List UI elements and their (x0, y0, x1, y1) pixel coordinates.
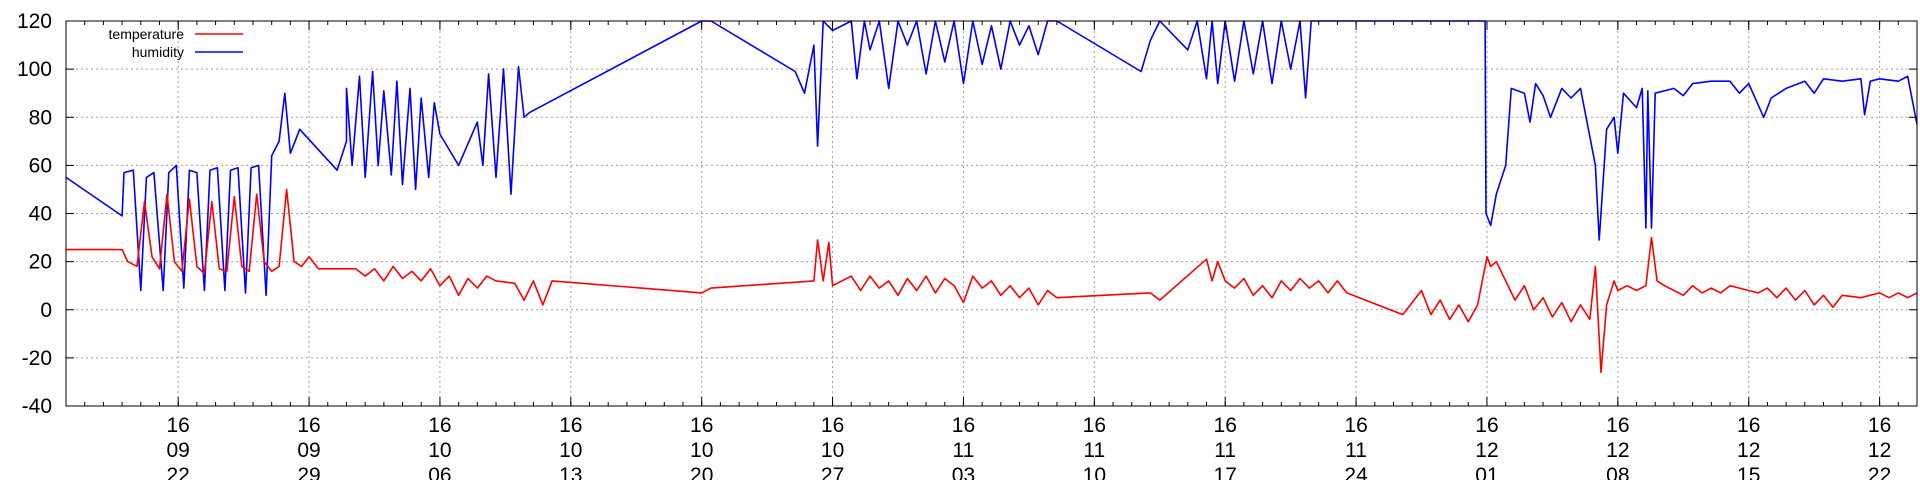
x-tick-label: 29 (297, 464, 320, 480)
x-tick-label: 08 (1606, 464, 1629, 480)
x-tick-label: 16 (428, 414, 451, 437)
series-lines (65, 20, 1918, 374)
x-tick-label: 16 (1475, 414, 1498, 437)
x-tick-label: 16 (1344, 414, 1367, 437)
x-tick-label: 16 (1214, 414, 1237, 437)
y-tick-label: 80 (29, 106, 52, 129)
x-tick-label: 06 (428, 464, 451, 480)
x-tick-label: 15 (1737, 464, 1760, 480)
x-tick-label: 10 (559, 439, 582, 462)
x-tick-label: 10 (1083, 464, 1106, 480)
x-tick-label: 16 (1083, 414, 1106, 437)
x-tick-label: 13 (559, 464, 582, 480)
x-tick-label: 11 (1083, 439, 1105, 462)
y-axis: -40 -20 0 20 40 60 80 100 120 (17, 10, 1917, 418)
x-tick-label: 16 (297, 414, 320, 437)
x-tick-label: 12 (1606, 439, 1629, 462)
y-tick-label: -40 (22, 395, 52, 418)
x-tick-label: 27 (821, 464, 844, 480)
y-tick-label: 0 (40, 299, 52, 322)
x-tick-label: 17 (1214, 464, 1237, 480)
x-tick-label: 16 (690, 414, 713, 437)
series-line-temperature (66, 188, 1918, 374)
x-tick-label: 01 (1475, 464, 1498, 480)
x-tick-label: 10 (821, 439, 844, 462)
y-tick-label: -20 (22, 347, 52, 370)
x-tick-label: 16 (559, 414, 582, 437)
y-tick-label: 60 (29, 154, 52, 177)
grid (66, 21, 1917, 406)
legend: temperature humidity (109, 26, 243, 60)
y-tick-label: 100 (17, 58, 52, 81)
x-tick-label: 12 (1475, 439, 1498, 462)
legend-label-humidity: humidity (132, 44, 184, 60)
x-tick-label: 09 (167, 439, 190, 462)
x-tick-label: 16 (1868, 414, 1891, 437)
x-tick-label: 16 (167, 414, 190, 437)
x-tick-label: 16 (952, 414, 975, 437)
x-tick-label: 11 (1345, 439, 1367, 462)
y-tick-label: 120 (17, 10, 52, 33)
x-tick-label: 03 (952, 464, 975, 480)
x-tick-label: 22 (1868, 464, 1891, 480)
x-tick-label: 20 (690, 464, 713, 480)
x-tick-label: 11 (953, 439, 975, 462)
y-tick-label: 20 (29, 251, 52, 274)
x-tick-label: 12 (1868, 439, 1891, 462)
x-tick-label: 22 (167, 464, 190, 480)
x-tick-label: 11 (1214, 439, 1236, 462)
x-tick-label: 16 (1737, 414, 1760, 437)
x-tick-label: 09 (297, 439, 320, 462)
y-tick-label: 40 (29, 203, 52, 226)
x-tick-label: 10 (428, 439, 451, 462)
x-tick-label: 16 (821, 414, 844, 437)
x-tick-label: 24 (1344, 464, 1368, 480)
x-tick-label: 10 (690, 439, 713, 462)
x-tick-label: 16 (1606, 414, 1629, 437)
x-tick-label: 12 (1737, 439, 1760, 462)
x-axis: 1609221609291610061610131610201610271611… (65, 21, 1918, 485)
legend-label-temperature: temperature (109, 26, 185, 42)
series-line-humidity (65, 20, 1918, 297)
